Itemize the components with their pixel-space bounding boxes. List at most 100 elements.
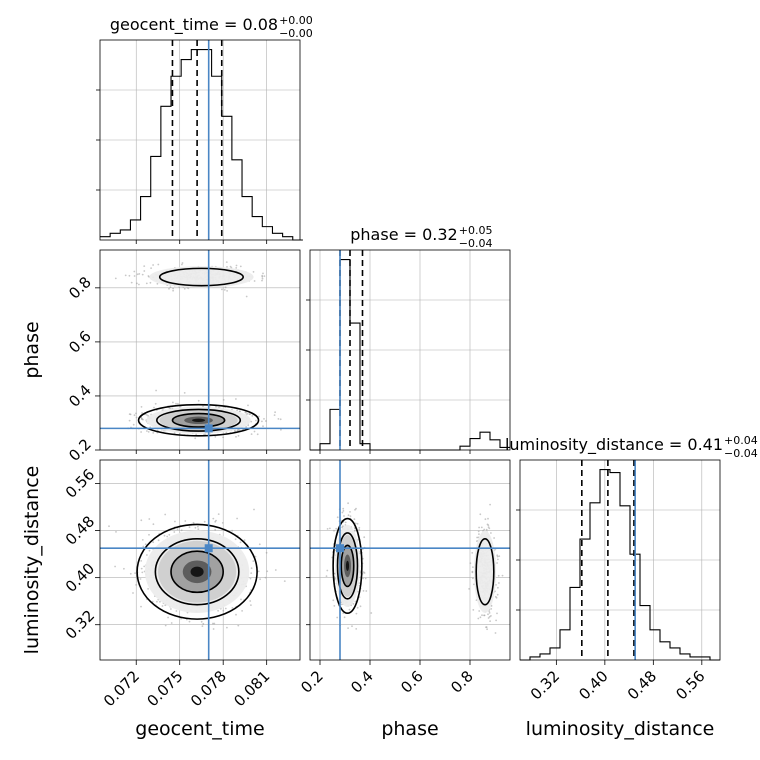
sample-point — [221, 288, 223, 291]
sample-point — [250, 589, 252, 591]
sample-point — [472, 566, 474, 568]
contour-line — [332, 517, 363, 615]
x-tick-label-luminosity_distance: 0.48 — [624, 667, 660, 703]
sample-point — [132, 423, 135, 426]
sample-point — [145, 414, 148, 416]
sample-point — [258, 415, 260, 418]
sample-point — [224, 607, 227, 610]
sample-point — [134, 572, 137, 574]
sample-point — [241, 610, 244, 612]
sample-point — [138, 273, 141, 275]
sample-point — [355, 612, 358, 615]
y-tick-label-luminosity_distance: 0.32 — [62, 607, 98, 643]
sample-point — [264, 576, 267, 579]
sample-point — [138, 283, 140, 286]
sample-point — [217, 513, 220, 515]
sample-point — [347, 627, 349, 629]
sample-point — [236, 409, 239, 412]
sample-point — [147, 431, 150, 433]
sample-point — [351, 625, 353, 628]
sample-point — [279, 418, 282, 421]
sample-point — [469, 562, 472, 565]
sample-point — [258, 543, 261, 546]
sample-point — [235, 267, 238, 269]
sample-point — [488, 527, 491, 530]
sample-point — [215, 519, 217, 522]
sample-point — [362, 577, 364, 580]
sample-point — [250, 433, 253, 435]
sample-point — [164, 604, 167, 607]
panel-frame-geocent_time — [99, 39, 301, 241]
sample-point — [496, 593, 499, 596]
sample-point — [498, 555, 501, 557]
sample-point — [259, 578, 261, 581]
sample-point — [277, 418, 280, 420]
sample-point — [237, 434, 240, 437]
sample-point — [363, 536, 366, 539]
sample-point — [274, 569, 277, 571]
sample-point — [147, 588, 150, 590]
sample-point — [202, 622, 205, 625]
sample-point — [222, 399, 225, 401]
sample-point — [496, 562, 498, 564]
sample-point — [251, 415, 254, 417]
sample-point — [177, 402, 179, 405]
sample-point — [152, 541, 155, 544]
sample-point — [161, 605, 164, 607]
panel-frame-luminosity_distance-vs-geocent_time — [99, 459, 301, 661]
sample-point — [188, 620, 191, 623]
panel-title-luminosity_distance: luminosity_distance = 0.41 — [505, 435, 723, 455]
contour-line — [340, 544, 355, 588]
contour-line — [475, 538, 495, 606]
x-tick-label-luminosity_distance: 0.32 — [527, 667, 563, 703]
sample-point — [87, 423, 89, 425]
sample-point — [163, 534, 166, 537]
sample-point — [133, 414, 136, 417]
density-level — [345, 560, 350, 572]
sample-point — [195, 433, 198, 436]
sample-point — [495, 584, 497, 586]
sample-point — [283, 580, 286, 582]
sample-point — [170, 608, 172, 610]
sample-point — [481, 614, 483, 617]
sample-point — [501, 574, 504, 577]
sample-point — [147, 275, 150, 277]
sample-point — [140, 417, 143, 420]
sample-point — [274, 411, 276, 414]
y-axis-label-luminosity_distance: luminosity_distance — [21, 466, 43, 655]
sample-point — [231, 529, 234, 532]
sample-point — [148, 549, 151, 552]
sample-point — [188, 526, 191, 529]
sample-point — [168, 287, 170, 290]
sample-point — [485, 528, 488, 531]
contour-line — [170, 550, 224, 594]
sample-point — [484, 518, 487, 521]
sample-point — [332, 599, 335, 602]
sample-point — [348, 608, 351, 611]
sample-point — [354, 527, 356, 530]
y-tick-label-phase: 0.4 — [65, 381, 95, 411]
sample-point — [365, 590, 368, 592]
y-tick-label-luminosity_distance: 0.48 — [62, 512, 98, 548]
sample-point — [154, 402, 157, 405]
sample-point — [250, 420, 253, 423]
sample-point — [124, 274, 127, 277]
y-tick-label-phase: 0.6 — [65, 327, 95, 357]
sample-point — [133, 275, 136, 277]
sample-point — [168, 533, 171, 536]
sample-point — [143, 565, 146, 568]
panel-frame-luminosity_distance — [519, 459, 721, 661]
sample-point — [149, 281, 152, 284]
sample-point — [487, 617, 490, 619]
sample-point — [129, 572, 132, 575]
sample-point — [151, 600, 154, 603]
sample-point — [184, 520, 187, 522]
sample-point — [180, 529, 183, 532]
sample-point — [477, 530, 480, 533]
sample-point — [173, 432, 176, 434]
sample-point — [183, 287, 186, 290]
sample-point — [142, 418, 144, 421]
sample-point — [471, 570, 474, 573]
sample-point — [344, 521, 347, 524]
